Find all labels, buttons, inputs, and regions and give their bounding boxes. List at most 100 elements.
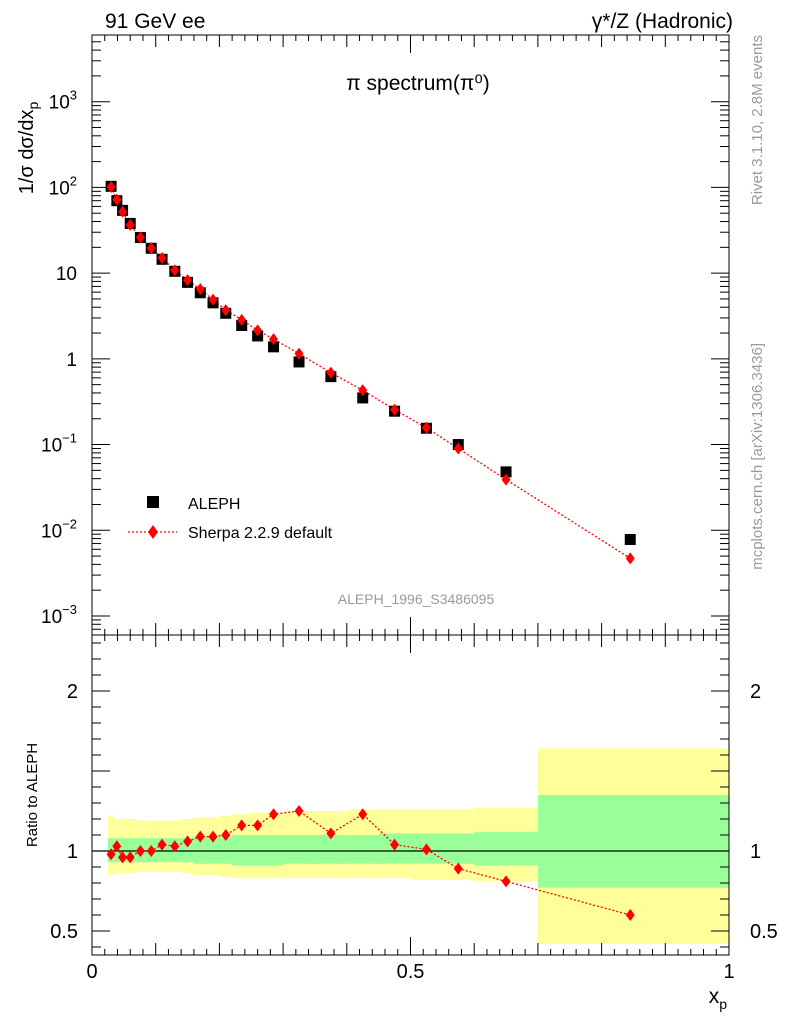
main-y-tick-label: 10−1	[41, 431, 77, 457]
legend-sherpa-label: Sherpa 2.2.9 default	[188, 525, 333, 542]
ratio-point	[157, 838, 167, 851]
sherpa-point	[146, 242, 156, 255]
sherpa-point	[269, 333, 279, 346]
sherpa-point	[253, 324, 263, 337]
ratio-point	[135, 845, 145, 857]
stat-uncertainty-band	[263, 835, 284, 866]
sherpa-point	[157, 252, 167, 265]
ratio-point	[390, 838, 400, 851]
sherpa-point	[118, 205, 128, 218]
stat-uncertainty-band	[219, 836, 233, 864]
stat-uncertainty-band	[442, 833, 475, 864]
sherpa-point	[421, 421, 431, 434]
ratio-point	[326, 827, 336, 840]
ratio-data-marks	[106, 805, 635, 921]
chart-title: π spectrum(π⁰)	[346, 72, 490, 95]
header-left-label: 91 GeV ee	[105, 10, 205, 33]
ratio-line	[110, 810, 631, 916]
aleph-point	[500, 466, 512, 478]
sherpa-point	[358, 384, 368, 397]
stat-uncertainty-band	[251, 835, 264, 866]
main-data-marks	[105, 180, 636, 565]
aleph-point	[293, 356, 305, 368]
legend: ALEPH Sherpa 2.2.9 default	[128, 496, 333, 542]
sherpa-point	[453, 442, 463, 455]
main-panel: π spectrum(π⁰) 1/σ dσ/dxp ALEPH_1996_S34…	[16, 34, 730, 636]
legend-aleph-label: ALEPH	[188, 496, 240, 513]
main-y-tick-label: 10	[56, 264, 77, 285]
stat-uncertainty-band	[127, 838, 137, 863]
legend-sherpa-marker	[148, 525, 158, 539]
ratio-point	[358, 808, 368, 821]
ratio-uncertainty-bands	[107, 748, 729, 944]
stat-uncertainty-band	[206, 836, 220, 864]
ratio-y-tick-label-right: 2	[750, 681, 761, 703]
sherpa-point	[195, 283, 205, 296]
ratio-point	[208, 830, 218, 843]
sherpa-point	[208, 293, 218, 306]
aleph-point	[268, 341, 280, 353]
stat-uncertainty-band	[346, 835, 379, 864]
ratio-point	[294, 805, 304, 817]
stat-uncertainty-band	[283, 835, 315, 864]
main-y-tick-label: 103	[49, 88, 77, 114]
ratio-point	[237, 819, 247, 832]
ratio-point	[501, 875, 511, 888]
ratio-point	[195, 830, 205, 843]
sherpa-point	[294, 347, 304, 360]
ratio-point	[625, 909, 635, 921]
main-y-tick-label: 10−3	[41, 602, 77, 628]
ratio-point	[221, 829, 231, 841]
stat-uncertainty-band	[232, 835, 252, 866]
sherpa-point	[112, 193, 122, 206]
ratio-point	[253, 819, 263, 832]
header-right-label: γ*/Z (Hadronic)	[592, 10, 733, 33]
stat-uncertainty-band	[314, 835, 347, 864]
sherpa-point	[135, 231, 145, 244]
main-y-axis-label: 1/σ dσ/dxp	[16, 102, 41, 195]
ratio-y-tick-label: 1	[67, 841, 78, 863]
main-y-axis-label-text: 1/σ dσ/dxp	[16, 102, 41, 195]
ratio-point	[421, 843, 431, 856]
stat-uncertainty-band	[181, 838, 194, 863]
ratio-y-tick-label-right: 0.5	[750, 921, 778, 943]
sherpa-point	[106, 181, 116, 194]
ratio-panel: 0.5 0.5 1 1 2 2 0 0.5 1 Ratio to ALEPH xp	[24, 634, 778, 1012]
sherpa-point	[237, 313, 247, 326]
ratio-point	[106, 848, 116, 861]
ratio-point	[118, 851, 128, 864]
sherpa-point	[125, 218, 135, 231]
ratio-point	[170, 840, 180, 853]
mcplots-source-label: mcplots.cern.ch [arXiv:1306.3436]	[749, 343, 766, 570]
stat-uncertainty-band	[474, 831, 538, 866]
aleph-point	[624, 534, 636, 546]
ratio-x-tick-label: 0	[86, 961, 97, 983]
sherpa-point	[221, 304, 231, 317]
main-y-tick-label: 10−2	[41, 516, 77, 542]
ratio-x-tick-label: 1	[723, 961, 734, 983]
sherpa-point	[390, 403, 400, 416]
legend-aleph-marker	[147, 496, 159, 508]
ratio-point	[269, 808, 279, 821]
main-y-ticks: 10−3 10−2 10−1 1 10 102 103	[41, 34, 729, 636]
main-y-tick-label: 102	[49, 173, 77, 199]
ratio-point	[112, 840, 122, 853]
x-axis-label: xp	[709, 985, 728, 1012]
rivet-version-label: Rivet 3.1.10, 2.8M events	[749, 35, 766, 205]
sherpa-point	[183, 274, 193, 287]
stat-uncertainty-band	[193, 836, 207, 864]
analysis-label: ALEPH_1996_S3486095	[338, 591, 495, 607]
ratio-point	[183, 835, 193, 848]
sherpa-point	[326, 366, 336, 379]
ratio-plot-frame	[91, 634, 730, 956]
main-y-tick-label: 1	[66, 350, 77, 371]
sherpa-point	[625, 552, 635, 565]
ratio-y-tick-label: 0.5	[50, 921, 78, 943]
ratio-point	[453, 862, 463, 875]
ratio-y-tick-label-right: 1	[750, 841, 761, 863]
x-axis-label-text: xp	[709, 985, 728, 1012]
ratio-x-tick-label: 0.5	[397, 961, 425, 983]
aleph-point	[357, 392, 369, 404]
sherpa-point	[170, 264, 180, 277]
